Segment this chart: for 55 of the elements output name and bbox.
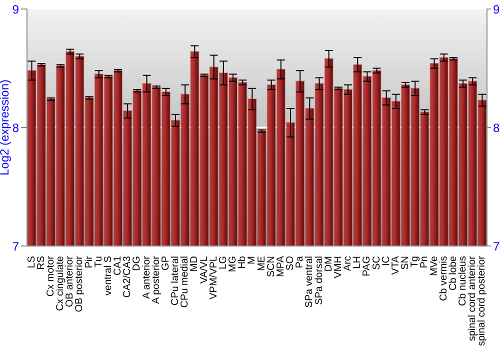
x-tick-label: ventral S xyxy=(102,256,114,296)
x-tick-label: Cx cingulate xyxy=(55,256,66,312)
x-tick-label: OB posterior xyxy=(74,255,86,312)
x-tick-label: VPM/VPL xyxy=(208,256,220,300)
x-tick-label: spinal cord anterior xyxy=(467,255,478,342)
x-tick-label: Hb xyxy=(237,256,248,269)
x-tick-label: GP xyxy=(160,256,172,270)
y-tick-label: 8 xyxy=(12,120,20,135)
x-tick-label: CPu lateral xyxy=(170,256,182,306)
x-tick-label: DM xyxy=(323,256,334,272)
y-tick-label: 9 xyxy=(12,2,20,16)
x-tick-label: Pn xyxy=(419,256,430,268)
x-tick-label: DG xyxy=(132,256,143,271)
y-tick-label: 7 xyxy=(12,239,20,254)
x-tick-label: Arc xyxy=(342,256,354,271)
x-tick-label: OB anterior xyxy=(64,255,76,308)
y2-tick-label: 8 xyxy=(493,120,500,135)
x-tick-label: Cx motor xyxy=(45,255,56,297)
x-tick-label: spinal cord posterior xyxy=(476,255,488,346)
x-tick-label: Cb nucleus xyxy=(458,256,469,306)
x-tick-label: MVe xyxy=(428,256,440,276)
x-tick-label: PAG xyxy=(362,256,373,276)
x-tick-label: SPa ventral xyxy=(304,256,316,308)
x-tick-label: RS xyxy=(36,256,47,270)
x-tick-label: SCN xyxy=(266,256,277,278)
x-tick-label: SC xyxy=(371,256,382,270)
x-tick-label: ME xyxy=(256,256,268,271)
y2-tick-label: 9 xyxy=(493,2,500,16)
x-tick-label: Tu xyxy=(93,256,104,268)
x-tick-label: CA2/CA3 xyxy=(122,256,134,298)
x-tick-label: LG xyxy=(218,256,229,270)
x-tick-label: CA1 xyxy=(112,256,124,276)
x-tick-label: SPa dorsal xyxy=(314,256,325,305)
x-tick-label: M xyxy=(246,256,258,264)
x-tick-label: VA/VL xyxy=(198,256,210,284)
x-tick-label: Pir xyxy=(84,255,95,268)
x-tick-label: Pa xyxy=(294,256,306,268)
x-tick-label: VMH xyxy=(332,256,344,278)
x-tick-label: Cb vermis xyxy=(438,256,450,302)
y-axis-title: Log2 (expression) xyxy=(0,79,12,176)
x-tick-label: Cb lobe xyxy=(448,256,459,290)
x-tick-label: LS xyxy=(26,256,38,268)
x-tick-label: LH xyxy=(352,256,364,269)
x-tick-label: A anterior xyxy=(141,255,152,299)
x-tick-label: MPA xyxy=(275,256,286,277)
x-tick-label: A posterior xyxy=(150,255,162,304)
x-tick-label: MD xyxy=(189,256,200,272)
x-tick-label: MG xyxy=(228,256,239,272)
x-tick-label: SO xyxy=(285,256,296,270)
x-tick-label: CPu medial xyxy=(180,256,191,308)
x-tick-label: SN xyxy=(400,256,412,270)
x-tick-label: VTA xyxy=(390,256,402,275)
x-tick-label: Tg xyxy=(410,256,421,268)
x-tick-label: IC xyxy=(380,256,392,266)
y2-tick-label: 7 xyxy=(493,239,500,254)
